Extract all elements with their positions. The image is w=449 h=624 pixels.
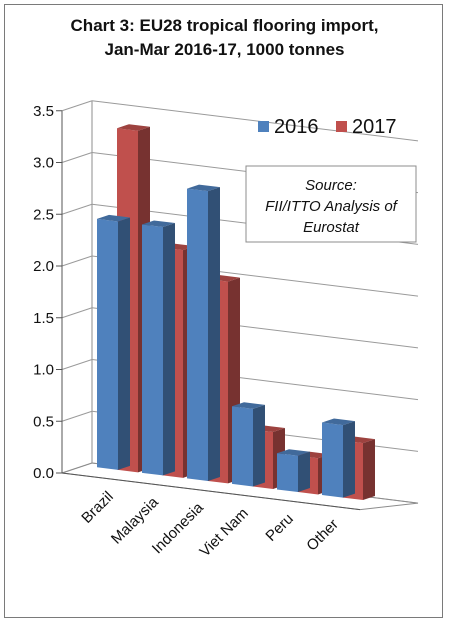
legend-swatch-2017 [336, 121, 347, 132]
bar-top [142, 220, 175, 228]
bar-front [232, 406, 253, 487]
side-gridline [61, 100, 93, 112]
legend-label-2016: 2016 [274, 116, 319, 138]
side-gridline [61, 152, 93, 163]
bar-2016-peru [277, 449, 310, 493]
source-text-line: FII/ITTO Analysis of [265, 198, 399, 215]
bar-front [187, 188, 208, 481]
chart-title-line-2: Jan-Mar 2016-17, 1000 tonnes [104, 40, 345, 59]
side-gridline [61, 255, 93, 267]
bar-top [117, 124, 150, 131]
bar-top [277, 449, 310, 456]
bar-top [232, 402, 265, 409]
bar-front [97, 218, 118, 470]
y-tick-label: 2.0 [33, 258, 54, 275]
bar-top [322, 418, 355, 426]
x-tick-label: Brazil [78, 488, 117, 527]
bars [97, 124, 375, 501]
bar-front [322, 422, 343, 498]
axes [56, 110, 361, 511]
source-annotation: Source: FII/ITTO Analysis of Eurostat [245, 165, 417, 243]
y-tick-label: 2.5 [33, 206, 54, 223]
gridline [91, 100, 419, 142]
source-text-line: Eurostat [303, 219, 360, 236]
side-gridline [61, 307, 93, 319]
chart-title: Chart 3: EU28 tropical flooring import, … [0, 14, 449, 62]
y-tick-label: 1.0 [33, 362, 54, 379]
x-axis [61, 472, 361, 511]
bar-2016-indonesia [187, 184, 220, 481]
bar-front [277, 453, 298, 493]
source-box [245, 165, 417, 243]
source-text-line: Source: [305, 177, 357, 194]
bar-2016-other [322, 418, 355, 498]
legend-swatch-2016 [258, 121, 269, 132]
bar-2016-malaysia [142, 220, 175, 476]
y-tick-label: 0.0 [33, 465, 54, 482]
bar-top [97, 214, 130, 222]
bar-side [343, 421, 355, 498]
y-tick-label: 3.5 [33, 103, 54, 120]
bar-side [363, 439, 375, 501]
chart-title-line-1: Chart 3: EU28 tropical flooring import, [70, 16, 379, 35]
bar-side [298, 451, 310, 493]
y-tick-label: 0.5 [33, 413, 54, 430]
bar-2016-brazil [97, 214, 130, 470]
side-gridline [61, 203, 93, 215]
legend: 2016 2017 [258, 116, 397, 138]
bar-side [163, 223, 175, 476]
bar-side [253, 404, 265, 487]
bar-top [187, 184, 220, 192]
x-tick-label: Peru [262, 510, 296, 544]
y-tick-label: 1.5 [33, 310, 54, 327]
bar-side [118, 217, 130, 470]
side-gridline [61, 410, 93, 422]
legend-label-2017: 2017 [352, 116, 397, 138]
y-tick-label: 3.0 [33, 155, 54, 172]
x-tick-label: Other [303, 516, 342, 555]
side-gridline [61, 359, 93, 370]
bar-side [208, 187, 220, 481]
bar-2016-viet-nam [232, 402, 265, 487]
bar-front [142, 224, 163, 476]
